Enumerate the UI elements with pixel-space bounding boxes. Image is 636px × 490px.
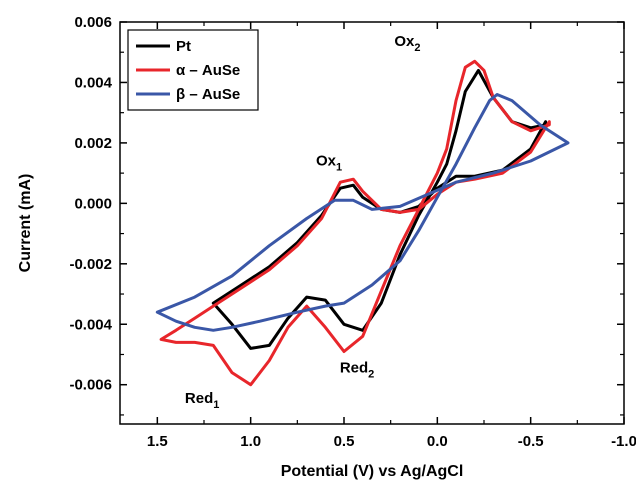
y-tick-label: 0.004 <box>74 74 112 91</box>
y-tick-label: 0.002 <box>74 135 112 152</box>
y-tick-label: 0.000 <box>74 195 112 212</box>
y-tick-label: 0.006 <box>74 14 112 31</box>
peak-label-4: Red1 <box>185 390 219 411</box>
y-tick-label: -0.006 <box>69 377 112 394</box>
plot-frame <box>119 21 625 425</box>
legend: Pt α – AuSe β – AuSe <box>127 29 259 111</box>
legend-label: β – AuSe <box>176 86 240 103</box>
tick-layer: 1.5 1.0 0.5 0.0 -0.5 -1.0 0.006 0.004 0.002 0.000… <box>69 14 636 450</box>
x-axis-title: Potential (V) vs Ag/AgCl <box>281 463 464 480</box>
peak-label-2: Ox1 <box>316 153 342 174</box>
annotation-layer: Ox2 Ox1 Red2 Red1 <box>185 33 421 411</box>
y-axis-title: Current (mA) <box>17 174 34 273</box>
series-layer <box>155 59 570 387</box>
x-tick-label: 1.0 <box>240 433 261 450</box>
x-tick-label: 1.5 <box>147 433 168 450</box>
y-tick-label: -0.002 <box>69 256 112 273</box>
peak-label-1: Ox2 <box>394 33 420 54</box>
legend-label: α – AuSe <box>176 62 240 79</box>
x-tick-label: -1.0 <box>611 433 636 450</box>
y-tick-label: -0.004 <box>69 316 112 333</box>
x-tick-label: 0.0 <box>427 433 448 450</box>
legend-label: Pt <box>176 38 191 55</box>
series-line-3 <box>155 93 570 332</box>
peak-label-3: Red2 <box>340 360 374 381</box>
x-tick-label: -0.5 <box>518 433 544 450</box>
x-tick-label: 0.5 <box>334 433 355 450</box>
